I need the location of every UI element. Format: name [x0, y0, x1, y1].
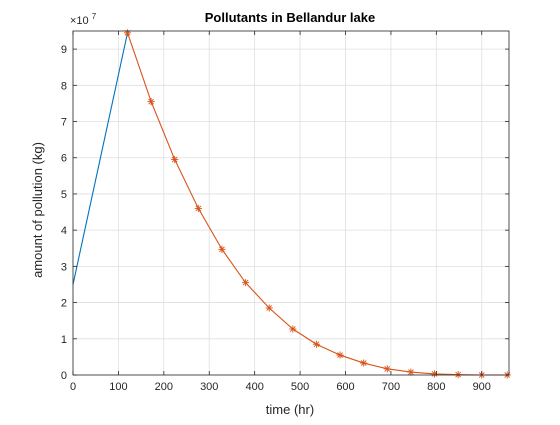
y-tick-label: 6: [61, 153, 67, 165]
data-point: [430, 370, 439, 378]
data-point: [265, 304, 273, 312]
chart-title: Pollutants in Bellandur lake: [205, 10, 375, 25]
y-tick-label: 0: [61, 370, 67, 382]
data-point: [312, 340, 321, 348]
y-tick-label: 1: [61, 334, 67, 346]
x-axis-label: time (hr): [266, 402, 314, 417]
plot-area: [73, 31, 509, 375]
x-tick-label: 800: [427, 381, 445, 393]
series-line: [72, 32, 129, 285]
x-tick-label: 400: [245, 381, 263, 393]
data-point: [336, 351, 344, 359]
x-tick-label: 900: [473, 381, 491, 393]
y-tick-label: 5: [61, 189, 67, 201]
x-tick-label: 600: [336, 381, 354, 393]
data-point: [241, 279, 250, 287]
y-exponent-base: ×10: [70, 15, 89, 27]
y-tick-label: 8: [61, 80, 67, 92]
axes-box: [72, 30, 510, 376]
x-tick-label: 500: [291, 381, 309, 393]
data-point: [383, 365, 391, 373]
y-tick-label: 4: [61, 225, 67, 237]
axis-ticks: 0 100 200 300 400 500 600 700 800 900 0 1 2 3 4 5 6 7 8 9: [61, 31, 509, 393]
series-1: [72, 32, 129, 285]
x-tick-label: 100: [109, 381, 127, 393]
data-point: [194, 204, 202, 213]
y-exponent-power: 7: [92, 12, 97, 21]
y-tick-label: 7: [61, 117, 67, 129]
data-point: [123, 29, 132, 37]
data-point: [218, 245, 226, 253]
x-tick-label: 300: [200, 381, 218, 393]
data-point: [289, 325, 297, 333]
x-tick-label: 0: [70, 381, 76, 393]
y-axis-label: amount of pollution (kg): [30, 142, 45, 278]
data-point: [171, 155, 179, 164]
data-point: [360, 359, 368, 367]
x-tick-label: 200: [155, 381, 173, 393]
data-point: [147, 98, 155, 106]
y-exponent-label: ×10 7: [70, 12, 97, 27]
y-tick-label: 3: [61, 261, 67, 273]
data-point: [407, 368, 415, 376]
x-tick-label: 700: [382, 381, 400, 393]
y-tick-label: 9: [61, 44, 67, 56]
y-tick-label: 2: [61, 298, 67, 310]
